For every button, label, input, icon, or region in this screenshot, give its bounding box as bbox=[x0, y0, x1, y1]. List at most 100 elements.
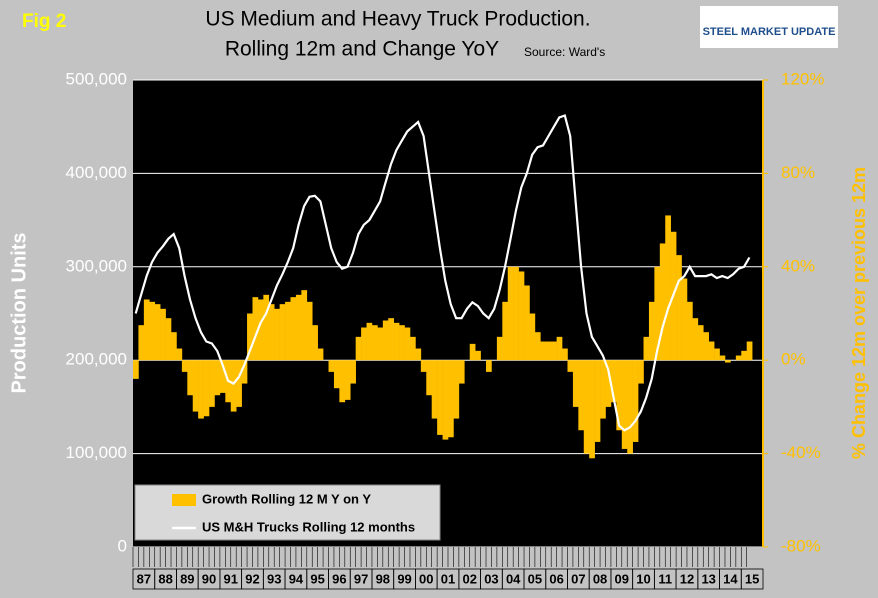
bar bbox=[453, 360, 460, 419]
bar bbox=[165, 318, 172, 361]
x-tick-label: 13 bbox=[701, 571, 715, 586]
bar bbox=[426, 360, 433, 396]
bar bbox=[578, 360, 585, 431]
y2-tick-label: 40% bbox=[781, 256, 815, 275]
bar bbox=[518, 271, 525, 361]
bar bbox=[279, 304, 286, 361]
bar bbox=[350, 360, 356, 384]
bar bbox=[540, 341, 547, 361]
bar bbox=[686, 301, 693, 361]
bar bbox=[513, 266, 519, 361]
y-tick-label: 500,000 bbox=[66, 69, 127, 88]
bar bbox=[268, 304, 275, 361]
bar bbox=[665, 215, 671, 361]
bar bbox=[361, 327, 367, 361]
x-tick-label: 97 bbox=[354, 571, 368, 586]
x-tick-label: 99 bbox=[397, 571, 411, 586]
x-tick-label: 00 bbox=[419, 571, 433, 586]
bar bbox=[735, 355, 742, 361]
bar bbox=[241, 360, 248, 384]
bar bbox=[301, 290, 308, 361]
x-tick-label: 05 bbox=[528, 571, 542, 586]
x-tick-label: 96 bbox=[332, 571, 346, 586]
y-tick-label: 400,000 bbox=[66, 163, 127, 182]
x-tick-label: 87 bbox=[137, 571, 151, 586]
legend-label: Growth Rolling 12 M Y on Y bbox=[202, 491, 371, 506]
bar bbox=[545, 341, 552, 361]
bar bbox=[285, 301, 291, 361]
x-tick-label: 09 bbox=[615, 571, 629, 586]
bar bbox=[703, 332, 709, 361]
bar bbox=[486, 360, 492, 372]
bar bbox=[344, 360, 351, 400]
x-tick-label: 14 bbox=[723, 571, 738, 586]
x-tick-label: 06 bbox=[549, 571, 563, 586]
bar bbox=[209, 360, 215, 407]
legend-swatch bbox=[172, 494, 196, 506]
bar bbox=[306, 301, 313, 361]
bar bbox=[567, 360, 574, 372]
bar bbox=[697, 325, 704, 361]
bar bbox=[692, 318, 699, 361]
bar bbox=[181, 360, 188, 372]
x-tick-label: 03 bbox=[484, 571, 498, 586]
bar bbox=[274, 308, 280, 361]
bar bbox=[355, 336, 362, 361]
x-tick-label: 88 bbox=[158, 571, 172, 586]
y-tick-label: 300,000 bbox=[66, 256, 127, 275]
bar bbox=[143, 299, 150, 361]
bar bbox=[676, 255, 682, 361]
bar bbox=[404, 327, 411, 361]
bar bbox=[594, 360, 601, 442]
bar bbox=[589, 360, 595, 459]
x-label-box bbox=[740, 568, 764, 590]
bar bbox=[437, 360, 443, 435]
x-tick-label: 94 bbox=[289, 571, 304, 586]
bar bbox=[154, 304, 161, 361]
y2-tick-label: 120% bbox=[781, 69, 824, 88]
bar bbox=[382, 320, 389, 361]
bar bbox=[632, 360, 639, 442]
y-tick-label: 200,000 bbox=[66, 350, 127, 369]
x-tick-label: 90 bbox=[202, 571, 216, 586]
bar bbox=[149, 301, 156, 361]
bar bbox=[714, 348, 720, 361]
bar bbox=[263, 294, 270, 361]
bar bbox=[176, 348, 183, 361]
y2-tick-label: 0% bbox=[781, 350, 806, 369]
bar bbox=[496, 336, 503, 361]
bar bbox=[638, 360, 644, 384]
x-tick-label: 89 bbox=[180, 571, 194, 586]
bar bbox=[719, 355, 726, 361]
bar bbox=[600, 360, 606, 419]
chart-title: US Medium and Heavy Truck Production. bbox=[205, 8, 590, 31]
bar bbox=[171, 332, 177, 361]
bar bbox=[681, 278, 688, 361]
x-tick-label: 91 bbox=[224, 571, 238, 586]
bar bbox=[627, 360, 633, 454]
bar bbox=[610, 360, 617, 403]
bar bbox=[583, 360, 590, 454]
y2-tick-label: -80% bbox=[781, 536, 821, 555]
bar bbox=[257, 299, 264, 361]
bar bbox=[741, 350, 748, 361]
bar bbox=[371, 325, 378, 361]
bar bbox=[556, 336, 563, 361]
bar bbox=[648, 301, 655, 361]
bar bbox=[420, 360, 427, 372]
bar bbox=[654, 266, 661, 361]
bar bbox=[290, 297, 297, 361]
bar bbox=[409, 336, 416, 361]
bar bbox=[317, 348, 324, 361]
bar bbox=[475, 350, 481, 361]
logo-box bbox=[700, 6, 838, 48]
x-tick-label: 98 bbox=[376, 571, 390, 586]
bar bbox=[333, 360, 340, 389]
bar bbox=[187, 360, 194, 396]
bar bbox=[339, 360, 346, 403]
bar bbox=[724, 360, 731, 363]
bar bbox=[252, 297, 259, 361]
bar bbox=[605, 360, 612, 407]
bar bbox=[160, 308, 166, 361]
